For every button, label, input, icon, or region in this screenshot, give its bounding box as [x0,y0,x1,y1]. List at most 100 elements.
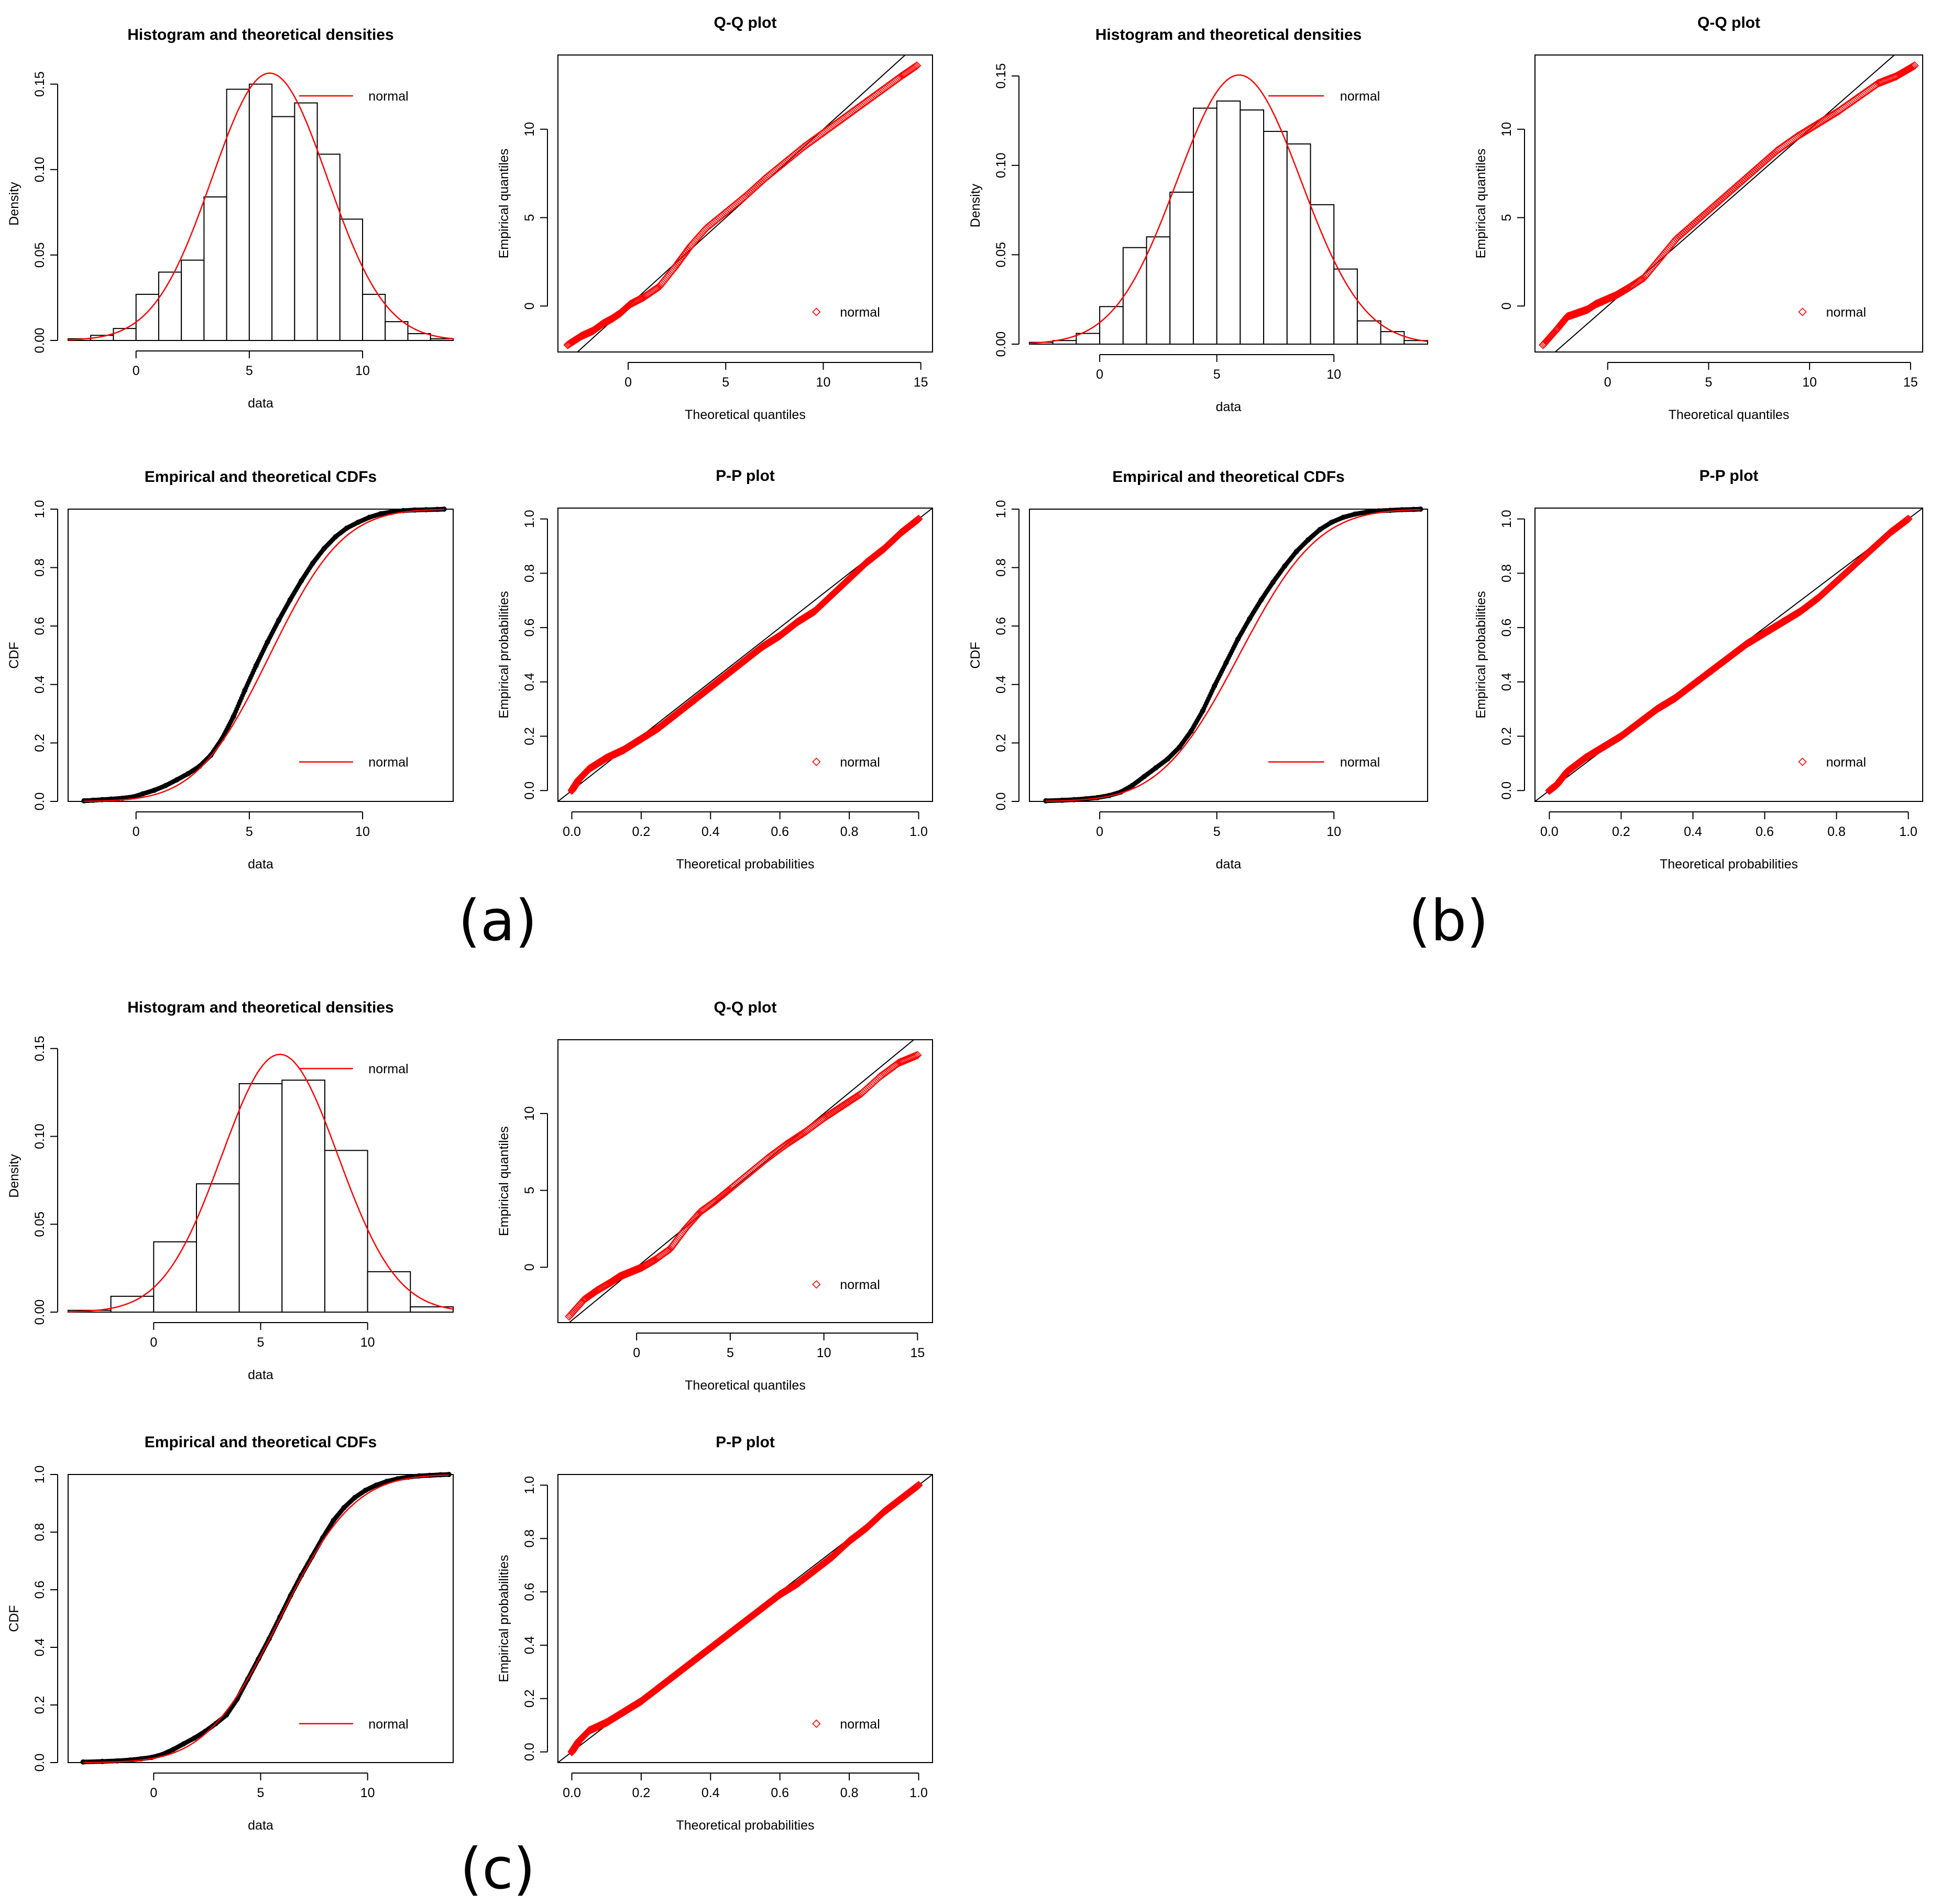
data-point [711,1197,720,1206]
data-point [1731,183,1740,192]
empirical-point [1223,659,1229,665]
data-point [615,1272,624,1281]
chart-9: Histogram and theoretical densities data D… [7,999,454,1382]
data-point [696,1207,705,1216]
data-point [880,544,889,553]
histogram-bar [1192,107,1218,345]
empirical-point [81,798,87,804]
y-tick-label: 0.4 [32,1638,47,1657]
chart-title: Histogram and theoretical densities [127,26,393,43]
data-point [1545,786,1554,795]
histogram-bar [1310,204,1335,345]
x-tick-label: 10 [360,1786,375,1800]
data-point [1682,225,1691,235]
histogram-bar [238,1083,283,1313]
data-point [878,86,886,95]
plot-frame [557,1039,933,1323]
data-point [565,1312,574,1321]
data-point [1693,215,1703,224]
data-point [655,282,664,291]
x-tick-label: 0.6 [771,1786,789,1800]
data-point [1716,195,1726,204]
data-point [1685,223,1694,232]
y-tick-label: 0.0 [522,782,537,800]
cdf-curve [1046,509,1421,802]
data-point [1652,705,1662,713]
y-tick-label: 0.8 [522,564,537,582]
data-point [1681,227,1690,236]
data-point [699,226,708,235]
y-tick-label: 0.8 [32,1523,47,1542]
empirical-point [352,1495,358,1500]
empirical-point [242,687,248,693]
y-tick-label: 0.8 [1499,564,1514,582]
x-tick-label: 0.2 [1612,824,1630,839]
data-point [838,114,847,123]
chart-title: Q-Q plot [714,14,777,31]
histogram-bar [430,338,454,341]
data-point [758,642,767,651]
empirical-point [287,597,293,602]
data-point [874,1073,883,1082]
data-point [1737,178,1746,186]
y-tick-label: 0.2 [522,727,537,745]
data-point [1746,170,1754,179]
data-point [723,1630,732,1639]
histogram-bar [324,1150,368,1313]
data-point [1874,79,1883,88]
reference-line [1554,54,1895,353]
data-point [1599,743,1608,752]
data-point [1553,324,1562,334]
histogram-bar [1286,143,1311,345]
data-point [1756,161,1764,170]
plot-frame [557,1474,933,1763]
panel-label-b: (b) [1409,888,1489,954]
empirical-point [185,771,191,776]
x-tick-label: 0.2 [632,1786,651,1800]
empirical-point [170,1747,176,1753]
empirical-point [344,525,349,531]
data-point [671,262,679,272]
data-point [741,192,750,201]
data-point [897,72,906,81]
data-point [1552,780,1561,790]
legend-label: normal [1340,89,1380,104]
cdf-curve [84,509,444,802]
data-point [689,697,698,706]
x-axis-label: Theoretical quantiles [685,408,806,422]
data-point [745,188,754,197]
data-point [838,1102,847,1110]
x-tick-label: 0.6 [771,824,789,839]
histogram-bar [281,1080,325,1313]
data-point [862,1523,871,1532]
data-point [897,1494,906,1503]
histogram-bar [1216,100,1241,345]
x-tick-label: 15 [914,375,928,390]
data-point [1677,229,1686,238]
plot-frame [68,1474,454,1763]
data-point [1709,202,1718,211]
x-axis-label: Theoretical probabilities [1660,857,1798,872]
y-tick-label: 0.0 [994,793,1008,811]
empirical-point [299,578,304,584]
data-point [1617,732,1626,741]
empirical-point [276,618,282,623]
empirical-point [1418,507,1423,512]
data-point [1892,72,1901,81]
data-point [750,183,760,192]
data-point [894,1058,903,1067]
data-point [1708,203,1717,212]
data-point [793,618,802,626]
data-point [758,177,766,186]
x-axis-label: data [248,857,273,872]
data-point [868,1080,876,1088]
data-point [913,1051,922,1060]
data-point [1751,165,1760,174]
data-point [1583,305,1592,314]
data-point [1744,171,1753,180]
data-point [741,1616,750,1626]
data-point [671,1670,681,1679]
y-tick-label: 10 [1499,122,1514,137]
y-axis-label: Empirical probabilities [1474,591,1488,718]
y-tick-label: 1.0 [522,1476,537,1494]
